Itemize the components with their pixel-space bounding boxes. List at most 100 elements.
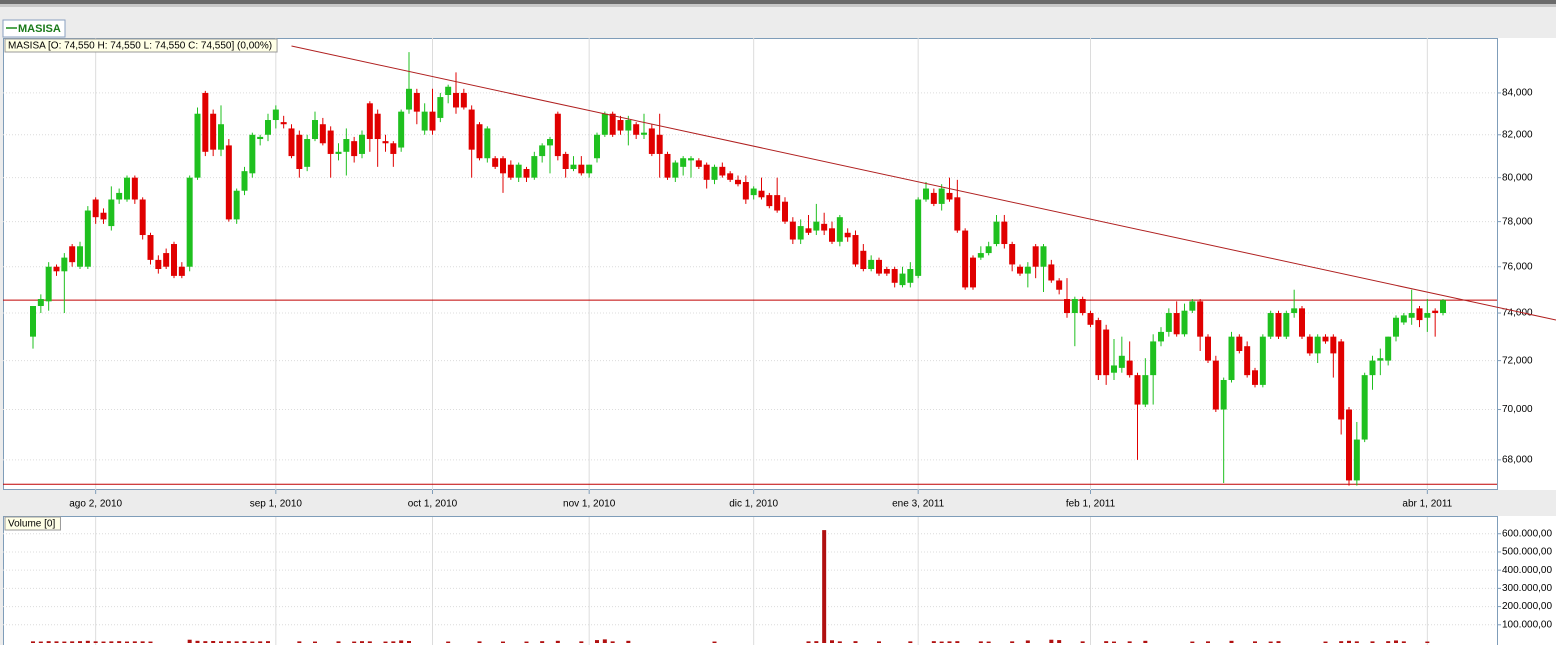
volume-bar	[626, 640, 631, 643]
x-tick-label: ago 2, 2010	[69, 499, 122, 510]
candle-body	[868, 259, 875, 270]
volume-bar	[1112, 641, 1116, 643]
candle-body	[742, 182, 749, 200]
volume-bar	[814, 641, 819, 643]
candle-body	[53, 266, 60, 272]
candle-body	[594, 134, 600, 159]
volume-bar	[383, 641, 388, 643]
volume-bar	[1010, 641, 1015, 643]
volume-bar	[1229, 640, 1234, 643]
volume-bar	[1190, 641, 1195, 643]
candle-body	[507, 164, 514, 178]
candle-body	[993, 221, 1000, 245]
candle-body	[61, 257, 68, 272]
candle-body	[680, 158, 687, 167]
x-tick-label: abr 1, 2011	[1402, 499, 1452, 510]
candle-body	[1079, 299, 1086, 314]
candle-body	[766, 195, 773, 207]
tab-label[interactable]: MASISA	[18, 23, 61, 35]
candle-body	[296, 134, 303, 169]
candle-body	[1408, 313, 1415, 318]
y-tick-label: 74,000	[1502, 308, 1533, 319]
candle-body	[1252, 370, 1258, 385]
volume-bar	[524, 641, 529, 643]
y-tick-label: 76,000	[1502, 261, 1533, 272]
candle-body	[92, 199, 99, 218]
volume-bar	[407, 640, 411, 643]
volume-bar	[931, 641, 936, 643]
candle-body	[351, 141, 358, 157]
candle-body	[1432, 310, 1439, 314]
volume-bar	[250, 641, 255, 643]
candle-body	[1291, 308, 1298, 314]
volume-bar	[579, 641, 584, 643]
y-tick-label: 82,000	[1502, 129, 1533, 140]
candle-body	[1134, 375, 1141, 405]
candle-body	[899, 273, 906, 286]
candle-body	[554, 113, 561, 157]
candle-body	[272, 109, 279, 121]
candle-body	[249, 134, 256, 174]
candle-body	[124, 177, 130, 200]
candle-body	[312, 120, 318, 140]
candle-body	[1400, 315, 1407, 323]
candle-body	[1181, 310, 1188, 335]
candle-body	[946, 192, 953, 200]
y-tick-label: 300.000,00	[1502, 583, 1552, 594]
volume-bar	[1394, 640, 1398, 643]
y-tick-label: 72,000	[1502, 355, 1533, 366]
candle-body	[586, 164, 593, 174]
candle-body	[1173, 313, 1180, 335]
candle-body	[907, 269, 914, 283]
candle-body	[484, 128, 491, 159]
candle-body	[139, 199, 146, 236]
candle-body	[1393, 317, 1399, 337]
candle-body	[789, 221, 796, 240]
candle-body	[625, 120, 632, 131]
candle-body	[1189, 301, 1196, 311]
volume-bar	[978, 641, 983, 643]
volume-bar	[234, 641, 239, 643]
volume-bar	[54, 641, 59, 643]
volume-bar	[477, 641, 482, 643]
candle-body	[821, 223, 828, 231]
candle-body	[1330, 336, 1337, 354]
tab[interactable]	[2, 19, 66, 38]
volume-bar	[947, 641, 952, 643]
volume-bar	[602, 639, 607, 643]
volume-bar	[109, 641, 114, 643]
candle-body	[813, 221, 820, 231]
candle-body	[547, 139, 553, 146]
candle-body	[178, 266, 185, 276]
volume-bar	[78, 641, 82, 643]
candle-body	[366, 103, 373, 140]
candle-body	[985, 246, 992, 254]
x-tick-label: oct 1, 2010	[408, 499, 458, 510]
volume-label: Volume [0]	[8, 519, 55, 530]
y-tick-label: 200.000,00	[1502, 601, 1552, 612]
volume-bar	[1253, 641, 1257, 643]
candle-body	[1283, 313, 1290, 337]
x-tick-label: sep 1, 2010	[250, 499, 303, 510]
volume-bar	[853, 641, 858, 643]
volume-bar	[101, 641, 106, 643]
x-tick-label: ene 3, 2011	[892, 499, 945, 510]
candle-body	[171, 244, 177, 276]
volume-bar	[837, 641, 842, 643]
candle-body	[476, 124, 483, 159]
candle-body	[429, 111, 436, 131]
candle-body	[84, 210, 91, 267]
candle-body	[703, 164, 710, 180]
candle-body	[758, 190, 765, 198]
candle-body	[719, 166, 726, 176]
candle-body	[539, 145, 546, 157]
candle-body	[664, 153, 671, 178]
candle-body	[257, 136, 264, 140]
candle-body	[1032, 246, 1039, 267]
candle-body	[304, 139, 311, 167]
candle-body	[1024, 266, 1031, 274]
volume-bar	[1425, 641, 1430, 643]
volume-bar	[125, 641, 129, 643]
candle-body	[359, 134, 365, 154]
candle-body	[523, 168, 530, 178]
